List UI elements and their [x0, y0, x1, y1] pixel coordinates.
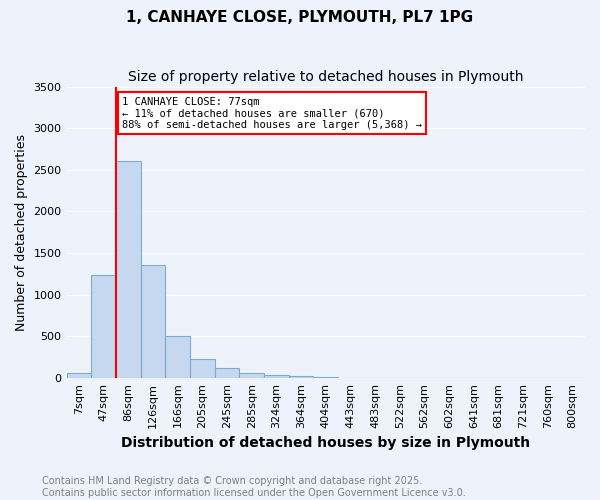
- Bar: [67, 373, 91, 378]
- Bar: [313, 377, 338, 378]
- Bar: [165, 336, 190, 378]
- Bar: [215, 368, 239, 378]
- Bar: [264, 376, 289, 378]
- Bar: [140, 266, 165, 378]
- Bar: [116, 162, 140, 378]
- X-axis label: Distribution of detached houses by size in Plymouth: Distribution of detached houses by size …: [121, 436, 530, 450]
- Text: Contains HM Land Registry data © Crown copyright and database right 2025.
Contai: Contains HM Land Registry data © Crown c…: [42, 476, 466, 498]
- Bar: [239, 373, 264, 378]
- Y-axis label: Number of detached properties: Number of detached properties: [15, 134, 28, 330]
- Bar: [190, 360, 215, 378]
- Bar: [289, 376, 313, 378]
- Text: 1 CANHAYE CLOSE: 77sqm
← 11% of detached houses are smaller (670)
88% of semi-de: 1 CANHAYE CLOSE: 77sqm ← 11% of detached…: [122, 96, 422, 130]
- Title: Size of property relative to detached houses in Plymouth: Size of property relative to detached ho…: [128, 70, 524, 84]
- Text: 1, CANHAYE CLOSE, PLYMOUTH, PL7 1PG: 1, CANHAYE CLOSE, PLYMOUTH, PL7 1PG: [127, 10, 473, 25]
- Bar: [91, 276, 116, 378]
